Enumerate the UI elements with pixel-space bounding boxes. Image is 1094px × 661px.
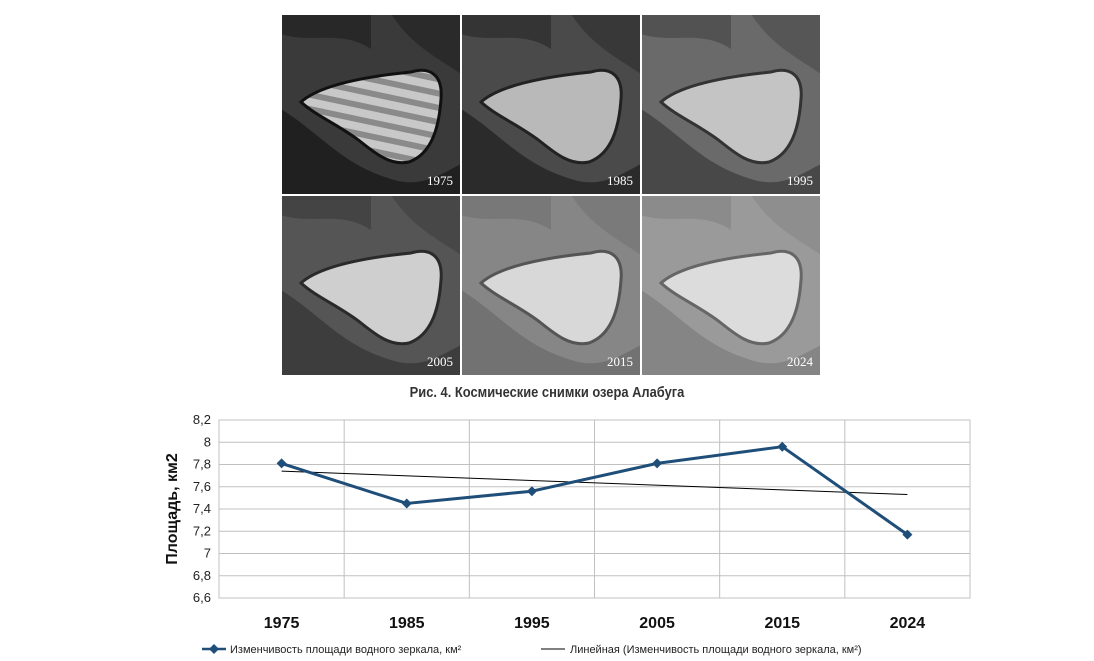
y-tick-label: 8,2	[193, 412, 211, 427]
panel-border	[281, 195, 461, 376]
x-tick-label: 2005	[639, 615, 675, 632]
terrain-shape	[391, 195, 461, 255]
area-chart: 6,6 6,8 7 7,2 7,4 7,6 7,8 8 8,2 1975 1985 1995 2005…	[164, 412, 971, 656]
terrain-shape	[641, 195, 731, 230]
terrain-shape	[641, 109, 821, 195]
data-point-2024	[902, 529, 913, 540]
y-axis-ticks: 6,6 6,8 7 7,2 7,4 7,6 7,8 8 8,2	[193, 412, 211, 605]
data-point-2015	[777, 441, 788, 452]
panel-border	[461, 14, 641, 195]
satellite-panel-2024: 2024	[641, 195, 821, 376]
series-line	[281, 445, 909, 536]
x-tick-label: 1995	[514, 615, 550, 632]
terrain-shape	[571, 14, 641, 74]
x-tick-label: 1975	[264, 615, 300, 632]
y-tick-label: 8	[204, 434, 211, 449]
lake-shape	[478, 249, 623, 346]
y-tick-label: 7	[204, 546, 211, 561]
terrain-shape	[281, 290, 461, 376]
panel-border	[281, 14, 461, 195]
satellite-panel-2005: 2005	[281, 195, 461, 376]
y-tick-label: 7,4	[193, 501, 211, 516]
satellite-panel-2015: 2015	[461, 195, 641, 376]
legend-label-series-1: Изменчивость площади водного зеркала, км…	[230, 644, 462, 656]
satellite-panel-1995: 1995	[641, 14, 821, 195]
x-tick-label: 2015	[764, 615, 800, 632]
panel-year-label: 2015	[607, 354, 633, 369]
series-layer	[276, 441, 913, 540]
y-tick-label: 7,6	[193, 479, 211, 494]
legend-diamond-icon	[209, 644, 219, 654]
y-tick-label: 7,2	[193, 523, 211, 538]
terrain-shape	[461, 109, 641, 195]
terrain-shape	[641, 14, 731, 49]
panel-border	[641, 14, 821, 195]
terrain-shape	[281, 109, 461, 195]
trend-line	[281, 470, 908, 496]
panel-border	[641, 195, 821, 376]
lake-shape	[658, 68, 803, 165]
panel-year-label: 2024	[787, 354, 814, 369]
lake-shape	[478, 68, 623, 165]
data-point-1975	[276, 458, 287, 469]
terrain-shape	[461, 290, 641, 376]
y-axis-label: Площадь, км2	[164, 453, 181, 565]
terrain-shape	[641, 290, 821, 376]
grid-lines	[219, 419, 970, 599]
terrain-shape	[391, 14, 461, 74]
figure-caption: Рис. 4. Космические снимки озера Алабуга	[409, 384, 685, 401]
satellite-panel-1985: 1985	[461, 14, 641, 195]
lake-shape	[298, 68, 443, 165]
satellite-image-grid: 1975 1985 1995 2005 2015 2024	[281, 14, 821, 376]
terrain-shape	[461, 195, 551, 230]
x-tick-label: 1985	[389, 615, 425, 632]
y-tick-label: 6,8	[193, 568, 211, 583]
panel-border	[461, 195, 641, 376]
data-point-1985	[401, 498, 412, 509]
panel-year-label: 1975	[427, 173, 453, 188]
lake-shape	[658, 249, 803, 346]
y-tick-label: 7,8	[193, 457, 211, 472]
panel-year-label: 2005	[427, 354, 453, 369]
lake-shape	[298, 249, 443, 346]
panel-year-label: 1995	[787, 173, 813, 188]
terrain-shape	[751, 195, 821, 255]
satellite-images: 1975 1985 1995 2005 2015 2024	[281, 14, 821, 376]
x-tick-label: 2024	[890, 615, 926, 632]
legend-label-series-2: Линейная (Изменчивость площади водного з…	[570, 644, 862, 656]
terrain-shape	[751, 14, 821, 74]
terrain-shape	[281, 14, 371, 49]
terrain-shape	[461, 14, 551, 49]
panel-year-label: 1985	[607, 173, 633, 188]
legend: Изменчивость площади водного зеркала, км…	[202, 644, 862, 656]
data-point-1995	[526, 486, 537, 497]
x-axis-ticks: 1975 1985 1995 2005 2015 2024	[264, 615, 926, 632]
terrain-shape	[281, 195, 371, 230]
data-point-2005	[652, 458, 663, 469]
satellite-panel-1975: 1975	[281, 14, 461, 195]
terrain-shape	[571, 195, 641, 255]
y-tick-label: 6,6	[193, 590, 211, 605]
